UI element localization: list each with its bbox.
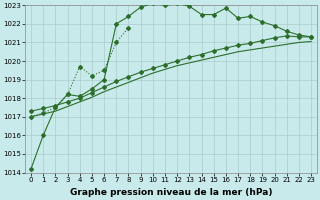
X-axis label: Graphe pression niveau de la mer (hPa): Graphe pression niveau de la mer (hPa) [70,188,272,197]
